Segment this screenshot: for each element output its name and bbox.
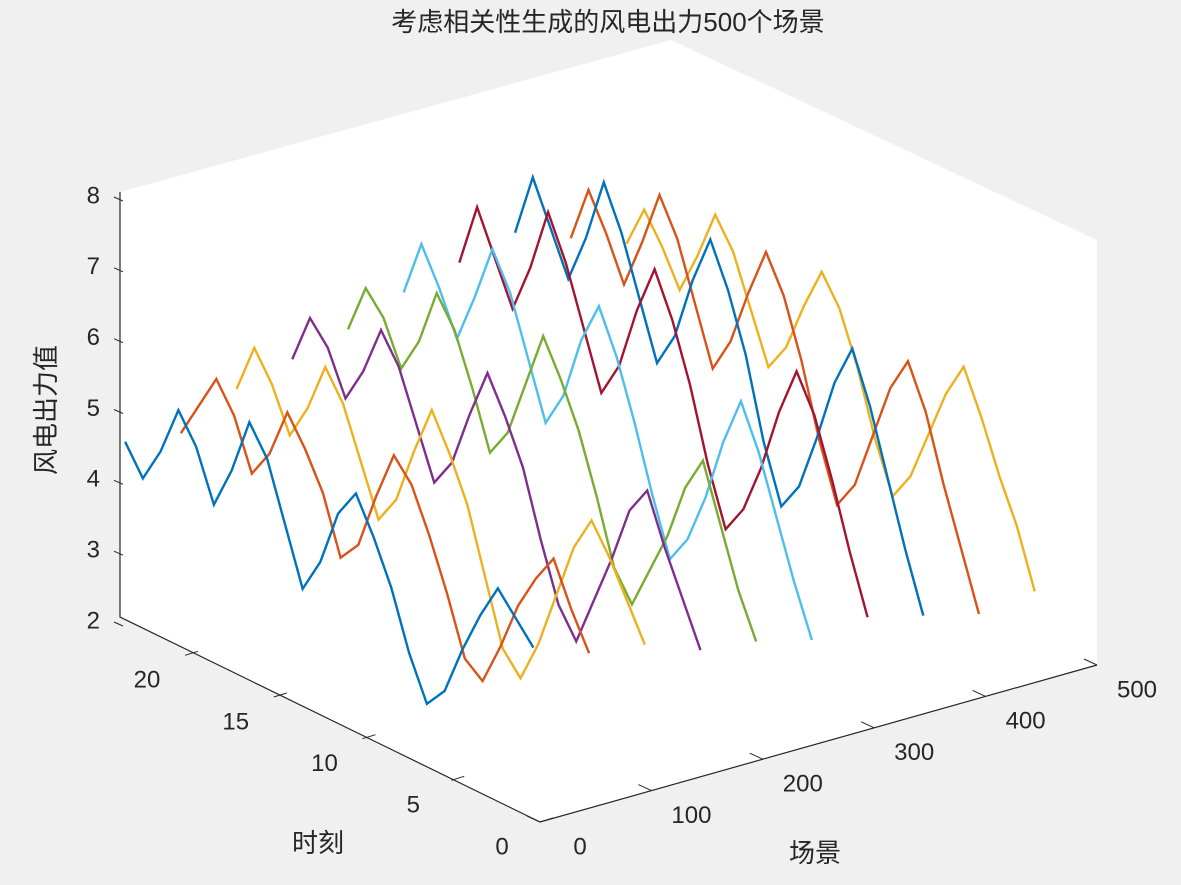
x-tick-label: 0 [573, 833, 586, 860]
y-tick [362, 734, 376, 740]
z-tick [113, 196, 124, 202]
scenario-line [625, 206, 1036, 592]
x-tick-label: 400 [1006, 708, 1046, 735]
scenario-line [513, 173, 925, 616]
x-tick-label: 300 [894, 739, 934, 766]
x-tick-label: 100 [671, 802, 711, 829]
x-tick-label: 500 [1117, 676, 1157, 703]
y-tick-label: 20 [134, 667, 161, 694]
z-tick [113, 621, 124, 627]
z-tick [113, 267, 124, 273]
z-axis-label: 风电出力值 [31, 345, 61, 475]
z-tick [113, 479, 124, 485]
y-tick-label: 10 [311, 750, 338, 777]
x-tick [638, 784, 652, 792]
x-tick [526, 815, 541, 823]
y-tick [184, 650, 199, 656]
scenario-line [235, 344, 646, 681]
chart-title: 考虑相关性生成的风电出力500个场景 [391, 7, 824, 37]
x-tick [1083, 658, 1098, 666]
scenario-line [179, 376, 591, 684]
y-tick [273, 692, 287, 698]
y-tick [451, 775, 465, 781]
z-tick-label: 7 [87, 253, 100, 280]
y-tick-label: 15 [222, 708, 249, 735]
y-tick-label: 0 [495, 833, 508, 860]
scenario-line [291, 315, 702, 651]
z-tick [113, 338, 124, 344]
z-tick [113, 550, 124, 556]
scenario-line [346, 285, 758, 642]
z-tick-label: 6 [87, 324, 100, 351]
scenario-line [124, 407, 535, 706]
x-tick [749, 752, 764, 760]
y-tick-label: 5 [407, 792, 420, 819]
x-axis-label: 场景 [789, 838, 841, 868]
z-tick-label: 2 [87, 607, 100, 634]
x-tick [972, 689, 986, 697]
z-tick-label: 4 [87, 466, 100, 493]
x-tick [860, 721, 875, 729]
plot-area [120, 40, 1097, 822]
y-tick [539, 817, 554, 823]
scenario-line [402, 240, 814, 641]
x-tick-label: 200 [783, 771, 823, 798]
y-axis-label: 时刻 [292, 828, 344, 858]
axis-lines [119, 192, 1098, 823]
scenario-line [569, 186, 981, 615]
data-lines [124, 173, 1036, 706]
z-tick [113, 409, 124, 414]
z-tick-label: 8 [87, 182, 100, 209]
z-tick-label: 5 [87, 395, 100, 422]
z-tick-label: 3 [87, 537, 100, 564]
scenario-line [458, 203, 869, 618]
